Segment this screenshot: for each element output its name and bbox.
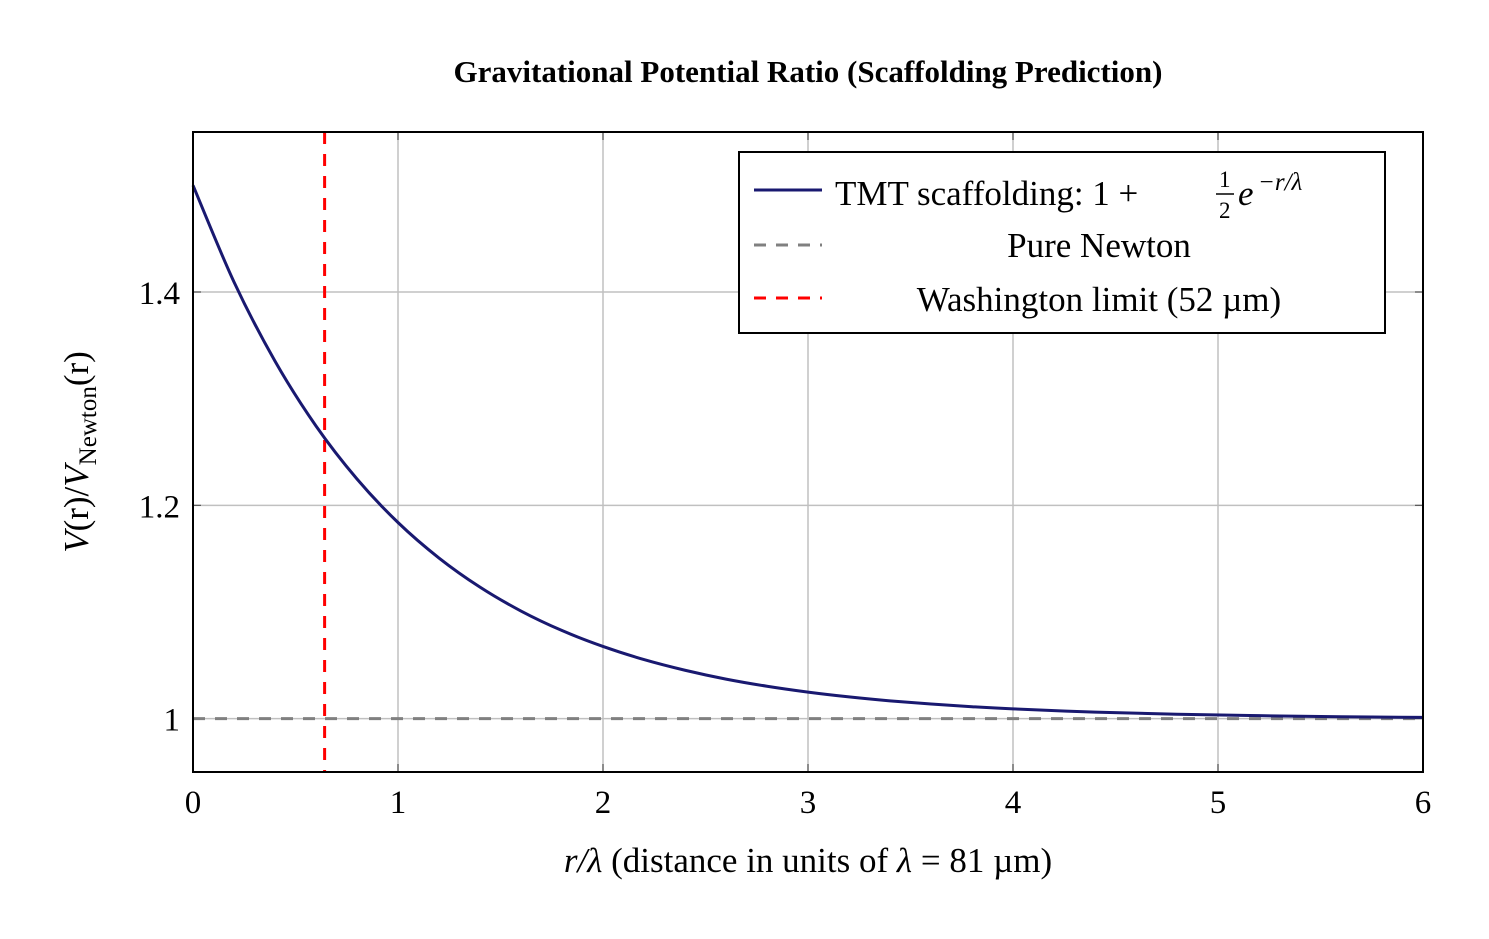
x-axis-label: r/λ (distance in units of λ = 81 µm) bbox=[564, 841, 1052, 880]
legend-frac-den: 2 bbox=[1219, 198, 1231, 223]
x-tick-labels: 0 1 2 3 4 5 6 bbox=[185, 785, 1432, 821]
x-tick-label: 3 bbox=[800, 785, 817, 821]
y-tick-label: 1.4 bbox=[139, 276, 180, 312]
legend-exp: −r/λ bbox=[1258, 169, 1303, 196]
chart-title: Gravitational Potential Ratio (Scaffoldi… bbox=[454, 54, 1163, 89]
y-tick-labels: 1 1.2 1.4 bbox=[139, 276, 180, 739]
legend-label-tmt: TMT scaffolding: 1 + bbox=[835, 174, 1138, 213]
x-tick-label: 5 bbox=[1210, 785, 1227, 821]
x-tick-label: 4 bbox=[1005, 785, 1022, 821]
x-tick-label: 0 bbox=[185, 785, 202, 821]
legend: TMT scaffolding: 1 + 1 2 e −r/λ Pure New… bbox=[738, 151, 1386, 334]
legend-frac-num: 1 bbox=[1219, 167, 1231, 192]
reference-lines bbox=[193, 132, 1423, 772]
legend-label-washington: Washington limit (52 µm) bbox=[917, 280, 1281, 319]
legend-box bbox=[738, 151, 1386, 334]
y-tick-label: 1 bbox=[164, 703, 181, 739]
x-tick-label: 2 bbox=[595, 785, 612, 821]
y-tick-label: 1.2 bbox=[139, 489, 180, 525]
y-axis-label: V(r)/VNewton(r) bbox=[57, 351, 102, 553]
plot-frame bbox=[192, 131, 1424, 773]
series-line-tmt bbox=[191, 184, 1424, 719]
legend-label-newton: Pure Newton bbox=[1007, 226, 1191, 265]
x-tick-label: 6 bbox=[1415, 785, 1432, 821]
legend-exp-base: e bbox=[1238, 174, 1254, 213]
x-tick-label: 1 bbox=[390, 785, 407, 821]
